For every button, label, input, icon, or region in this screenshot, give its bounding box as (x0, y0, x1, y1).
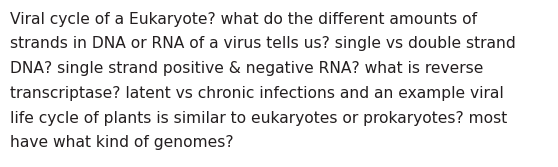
Text: life cycle of plants is similar to eukaryotes or prokaryotes? most: life cycle of plants is similar to eukar… (10, 111, 507, 126)
Text: strands in DNA or RNA of a virus tells us? single vs double strand: strands in DNA or RNA of a virus tells u… (10, 36, 516, 51)
Text: have what kind of genomes?: have what kind of genomes? (10, 135, 234, 150)
Text: Viral cycle of a Eukaryote? what do the different amounts of: Viral cycle of a Eukaryote? what do the … (10, 12, 477, 27)
Text: transcriptase? latent vs chronic infections and an example viral: transcriptase? latent vs chronic infecti… (10, 86, 504, 101)
Text: DNA? single strand positive & negative RNA? what is reverse: DNA? single strand positive & negative R… (10, 61, 483, 76)
